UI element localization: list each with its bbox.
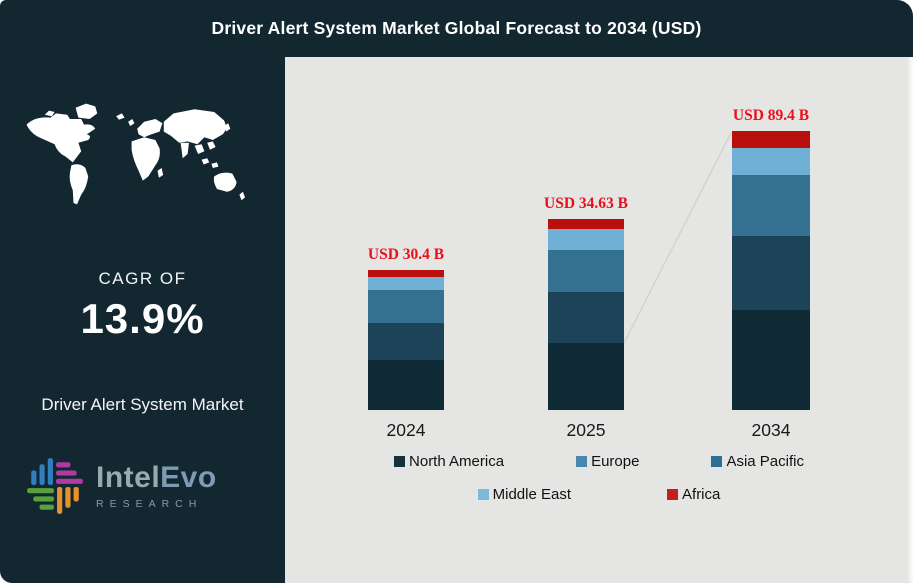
bar-segment-asia-pacific	[548, 250, 624, 292]
bar-segment-europe	[368, 323, 444, 360]
logo-name: IntelEvo	[96, 460, 217, 494]
legend-row: North America Europe Asia Pacific	[285, 453, 913, 470]
legend-swatch-icon	[667, 489, 679, 500]
stacked-bar-2034	[732, 131, 810, 410]
bar-segment-africa	[732, 131, 810, 148]
logo-text: IntelEvo RESEARCH	[96, 460, 217, 510]
legend-swatch-icon	[711, 456, 723, 467]
legend-item-asia-pacific: Asia Pacific	[711, 453, 804, 470]
legend-item-europe: Europe	[576, 453, 639, 470]
bar-segment-asia-pacific	[368, 290, 444, 323]
legend-item-africa: Africa	[667, 486, 720, 503]
panel-edge-highlight	[907, 57, 913, 583]
logo-subtitle: RESEARCH	[96, 497, 203, 510]
bar-segment-north-america	[368, 360, 444, 410]
bar-total-label: USD 34.63 B	[544, 195, 628, 212]
stacked-bar-2024	[368, 270, 444, 410]
legend-row: Middle East Africa	[285, 486, 913, 503]
legend-item-middle-east: Middle East	[477, 486, 572, 503]
bar-total-label: USD 89.4 B	[732, 107, 810, 124]
bar-segment-africa	[548, 219, 624, 229]
bar-segment-middle-east	[368, 277, 444, 290]
legend-label: Africa	[682, 486, 721, 503]
legend-label: Middle East	[492, 486, 572, 503]
bar-total-label: USD 30.4 B	[367, 246, 445, 263]
chart-panel: North America Europe Asia Pacific Middle Ea…	[285, 57, 913, 583]
world-map-icon	[26, 103, 245, 205]
legend-swatch-icon	[394, 456, 406, 467]
legend-swatch-icon	[576, 456, 588, 467]
legend-swatch-icon	[477, 489, 489, 500]
bar-segment-africa	[368, 270, 444, 277]
brand-logo: IntelEvo RESEARCH	[24, 455, 217, 517]
cagr-label: CAGR OF	[98, 269, 187, 288]
page-title: Driver Alert System Market Global Foreca…	[211, 18, 702, 38]
x-axis-label: 2024	[386, 420, 426, 440]
market-name: Driver Alert System Market	[41, 395, 244, 414]
stacked-bar-2025	[548, 219, 624, 410]
bar-segment-north-america	[732, 310, 810, 410]
bar-segment-middle-east	[548, 229, 624, 250]
bar-segment-europe	[548, 292, 624, 343]
bar-segment-middle-east	[732, 148, 810, 175]
legend-item-north-america: North America	[394, 453, 504, 470]
bar-segment-asia-pacific	[732, 175, 810, 236]
bar-segment-north-america	[548, 343, 624, 410]
legend-label: Asia Pacific	[726, 453, 804, 470]
bar-segment-europe	[732, 236, 810, 310]
legend-label: North America	[409, 453, 505, 470]
chart-legend: North America Europe Asia Pacific Middle Ea…	[285, 453, 913, 503]
x-axis-label: 2025	[566, 420, 606, 440]
x-axis-label: 2034	[751, 420, 791, 440]
legend-label: Europe	[591, 453, 640, 470]
logo-pinwheel-icon	[27, 458, 83, 514]
sidebar: CAGR OF 13.9% Driver Alert System Market…	[0, 57, 285, 583]
cagr-value: 13.9%	[80, 295, 205, 342]
